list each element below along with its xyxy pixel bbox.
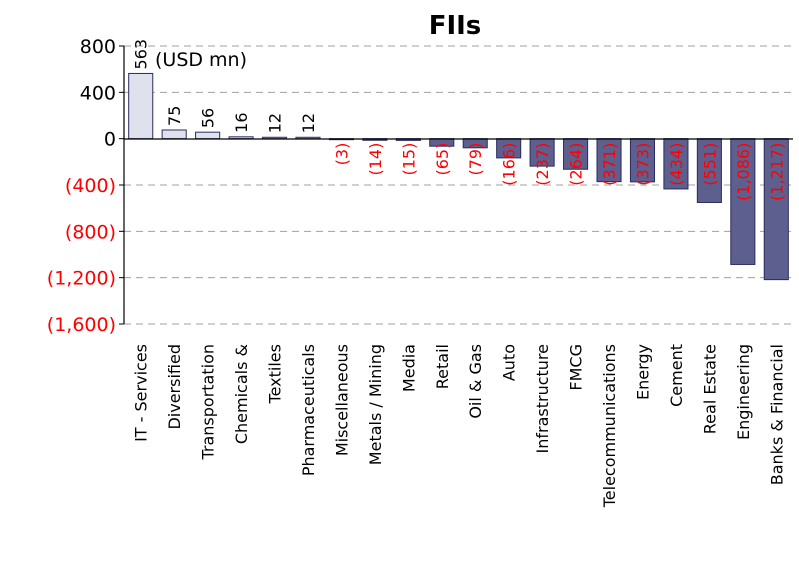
- data-label: (14): [366, 143, 385, 176]
- y-tick-labels: 800 400 0 (400) (800) (1,200) (1,600): [47, 36, 124, 336]
- y-tick-label: (1,600): [47, 314, 116, 336]
- data-label: 75: [165, 106, 184, 126]
- x-tick-label: Auto: [500, 344, 519, 381]
- x-tick-label: Oil & Gas: [466, 344, 485, 419]
- y-tick-label: 400: [80, 82, 116, 104]
- chart-title: FIIs: [429, 11, 482, 41]
- y-tick-label: 0: [104, 129, 116, 151]
- x-tick-label: Metals / Mining: [366, 344, 385, 465]
- x-tick-label: Infrastructure: [533, 344, 552, 453]
- data-label: (237): [533, 143, 552, 186]
- data-label: (1,086): [734, 143, 753, 201]
- x-tick-label: IT - Services: [132, 344, 151, 442]
- data-label: 12: [266, 113, 285, 133]
- data-label: (79): [466, 143, 485, 176]
- x-tick-label: FMCG: [567, 344, 586, 391]
- bar: [129, 73, 153, 138]
- data-label: (15): [399, 143, 418, 176]
- data-label: (551): [700, 143, 719, 186]
- data-label: 12: [299, 113, 318, 133]
- data-label: 563: [132, 39, 151, 70]
- x-tick-label: Pharmaceuticals: [299, 344, 318, 476]
- data-label: (373): [633, 143, 652, 186]
- x-tick-label: Transportation: [199, 344, 218, 461]
- x-tick-label: Engineering: [734, 344, 753, 440]
- bar: [162, 130, 186, 139]
- y-tick-label: (800): [65, 221, 116, 243]
- x-tick-label: Chemicals &: [232, 344, 251, 444]
- x-tick-label: Textiles: [266, 344, 285, 404]
- y-tick-label: (1,200): [47, 268, 116, 290]
- y-tick-label: (400): [65, 175, 116, 197]
- y-tick-label: 800: [80, 36, 116, 58]
- data-label: 56: [199, 108, 218, 128]
- x-tick-labels: IT - Services Diversified Transportation Ch…: [132, 344, 787, 508]
- data-label: (1,217): [767, 143, 786, 201]
- x-tick-label: Media: [399, 344, 418, 392]
- data-label: 16: [232, 112, 251, 132]
- bars: [129, 73, 789, 279]
- data-label: (434): [667, 143, 686, 186]
- x-tick-label: Diversified: [165, 344, 184, 430]
- x-tick-label: Telecommunications: [600, 344, 619, 508]
- bar: [196, 132, 220, 138]
- x-tick-label: Retail: [433, 344, 452, 389]
- data-label: (166): [500, 143, 519, 186]
- data-label: (3): [332, 143, 351, 166]
- x-tick-label: Cement: [667, 344, 686, 407]
- data-label: (65): [433, 143, 452, 176]
- x-tick-label: Energy: [633, 344, 652, 400]
- bar: [229, 137, 253, 139]
- x-tick-label: Miscellaneous: [332, 344, 351, 456]
- x-tick-label: Real Estate: [700, 344, 719, 434]
- data-label: (264): [567, 143, 586, 186]
- x-tick-label: Banks & Financial: [767, 344, 786, 485]
- grid-lines: [124, 46, 793, 324]
- data-label: (371): [600, 143, 619, 186]
- unit-note: (USD mn): [155, 49, 247, 71]
